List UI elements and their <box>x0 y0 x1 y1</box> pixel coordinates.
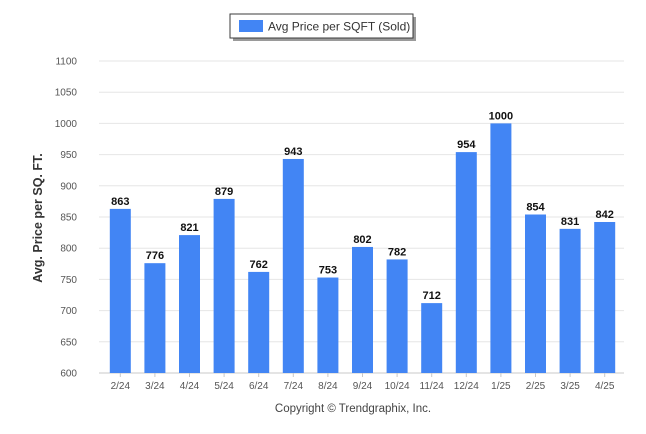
y-tick-label: 850 <box>60 213 77 224</box>
bar-value-label: 802 <box>353 234 371 246</box>
x-tick-label: 10/24 <box>385 381 410 392</box>
x-tick-label: 12/24 <box>454 381 479 392</box>
y-axis-ticks: 600 650 700 750 800 850 900 950 1000 1050 1100 <box>55 57 78 380</box>
x-tick-label: 7/24 <box>284 381 304 392</box>
x-tick-label: 11/24 <box>420 381 445 392</box>
bar-value-label: 854 <box>526 202 545 214</box>
y-tick-label: 800 <box>60 244 77 255</box>
bar-value-label: 712 <box>423 290 441 302</box>
bar-value-label: 762 <box>250 259 268 271</box>
legend-label: Avg Price per SQFT (Sold) <box>268 20 410 34</box>
x-tick-label: 9/24 <box>353 381 373 392</box>
legend-swatch <box>239 20 263 32</box>
y-tick-label: 650 <box>60 337 77 348</box>
y-tick-label: 1050 <box>55 88 78 99</box>
bar[interactable] <box>179 235 200 373</box>
bar[interactable] <box>525 214 546 373</box>
x-tick-label: 1/25 <box>491 381 511 392</box>
bar-value-label: 879 <box>215 186 233 198</box>
bars <box>109 123 616 374</box>
bar[interactable] <box>352 246 373 373</box>
y-tick-label: 600 <box>60 369 77 380</box>
bar[interactable] <box>109 208 131 373</box>
y-axis-title: Avg. Price per SQ. FT. <box>31 153 45 282</box>
x-tick-label: 3/25 <box>560 381 580 392</box>
bar-value-label: 1000 <box>489 110 513 122</box>
bar-value-label: 782 <box>388 246 406 258</box>
y-tick-label: 750 <box>60 275 77 286</box>
bar[interactable] <box>144 263 166 373</box>
bar-value-label: 831 <box>561 216 579 228</box>
x-tick-label: 6/24 <box>249 381 269 392</box>
data-labels: 863 776 821 879 762 943 753 802 782 712 954 1000 854… <box>111 110 614 302</box>
bar-value-label: 776 <box>146 250 164 262</box>
x-tick-label: 4/25 <box>595 381 615 392</box>
y-tick-label: 900 <box>60 181 77 192</box>
y-tick-label: 1000 <box>55 119 78 130</box>
y-tick-label: 1100 <box>55 57 77 68</box>
bar-value-label: 863 <box>111 196 129 208</box>
y-tick-label: 950 <box>60 150 77 161</box>
copyright-text: Copyright © Trendgraphix, Inc. <box>275 403 431 415</box>
bar[interactable] <box>490 123 512 374</box>
x-tick-label: 8/24 <box>318 381 338 392</box>
bar[interactable] <box>559 228 581 373</box>
bar[interactable] <box>317 277 339 373</box>
bar[interactable] <box>421 303 443 373</box>
x-tick-label: 2/24 <box>111 381 131 392</box>
bar-value-label: 842 <box>596 209 614 221</box>
bar-value-label: 943 <box>284 146 302 158</box>
legend[interactable]: Avg Price per SQFT (Sold) <box>229 13 416 41</box>
bar[interactable] <box>386 259 408 373</box>
bar[interactable] <box>282 158 304 373</box>
bar-value-label: 821 <box>180 222 198 234</box>
bar-value-label: 753 <box>319 265 337 277</box>
bar[interactable] <box>213 198 235 373</box>
bar-value-label: 954 <box>457 139 476 151</box>
x-tick-label: 2/25 <box>526 381 546 392</box>
bar[interactable] <box>455 152 477 373</box>
y-tick-label: 700 <box>60 306 77 317</box>
x-tick-label: 3/24 <box>145 381 165 392</box>
x-tick-label: 5/24 <box>214 381 234 392</box>
bar[interactable] <box>594 221 616 373</box>
x-tick-label: 4/24 <box>180 381 200 392</box>
x-axis-ticks: 2/24 3/24 4/24 5/24 6/24 7/24 8/24 9/24 10/24 11/… <box>111 373 615 392</box>
bar[interactable] <box>248 271 270 373</box>
